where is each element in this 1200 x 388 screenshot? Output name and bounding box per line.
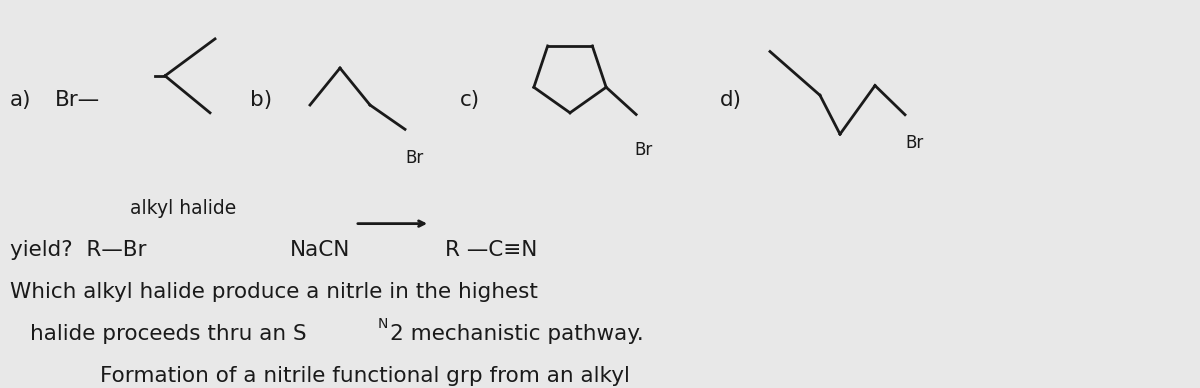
Text: Br: Br <box>905 134 923 152</box>
Text: Br—: Br— <box>55 90 100 111</box>
Text: b): b) <box>250 90 272 111</box>
Text: yield?  R—Br: yield? R—Br <box>10 240 146 260</box>
Text: a): a) <box>10 90 31 111</box>
Text: Br: Br <box>406 149 424 167</box>
Text: N: N <box>378 317 389 331</box>
Text: c): c) <box>460 90 480 111</box>
Text: 2 mechanistic pathway.: 2 mechanistic pathway. <box>390 324 643 344</box>
Text: R —C≡N: R —C≡N <box>445 240 538 260</box>
Text: Formation of a nitrile functional grp from an alkyl: Formation of a nitrile functional grp fr… <box>100 365 630 386</box>
Text: alkyl halide: alkyl halide <box>130 199 236 218</box>
Text: Which alkyl halide produce a nitrle in the highest: Which alkyl halide produce a nitrle in t… <box>10 282 538 302</box>
Text: Br: Br <box>634 141 653 159</box>
Text: halide proceeds thru an S: halide proceeds thru an S <box>30 324 307 344</box>
Text: d): d) <box>720 90 742 111</box>
Text: NaCN: NaCN <box>290 240 350 260</box>
